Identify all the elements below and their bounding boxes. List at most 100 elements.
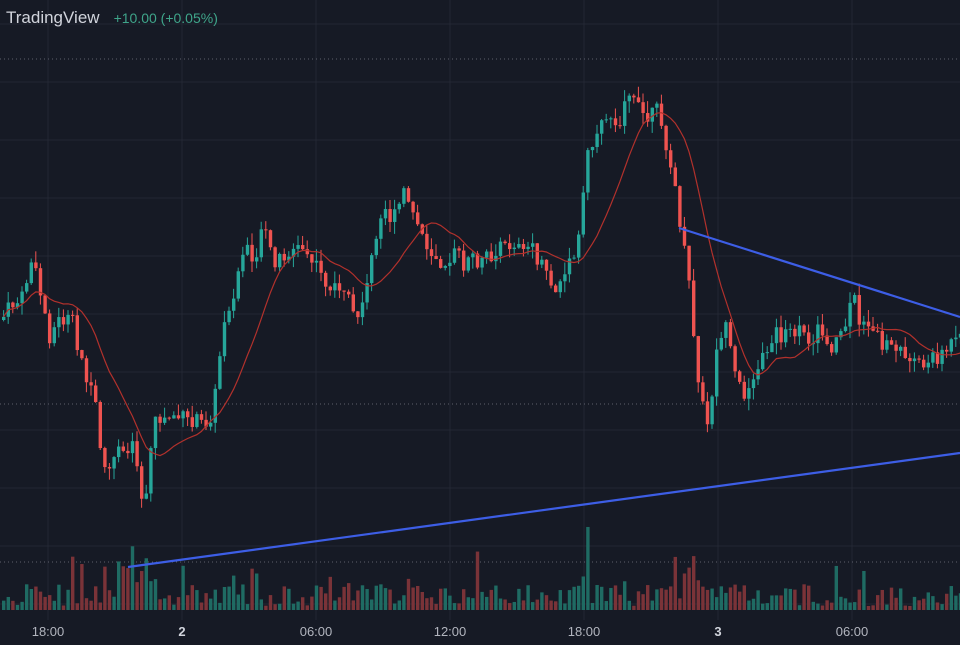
candle-body[interactable]	[29, 262, 33, 284]
candle-body[interactable]	[429, 249, 434, 257]
candle-body[interactable]	[894, 344, 898, 351]
candle-body[interactable]	[655, 103, 659, 108]
candle-body[interactable]	[540, 259, 544, 265]
candle-body[interactable]	[636, 97, 641, 103]
candle-body[interactable]	[71, 314, 75, 316]
candle-body[interactable]	[66, 314, 70, 325]
candle-body[interactable]	[577, 234, 581, 258]
candle-body[interactable]	[149, 448, 153, 494]
candle-body[interactable]	[250, 244, 254, 262]
candle-body[interactable]	[949, 339, 953, 352]
candle-body[interactable]	[903, 346, 907, 358]
candle-body[interactable]	[259, 229, 263, 258]
candle-body[interactable]	[245, 244, 250, 255]
candle-body[interactable]	[853, 295, 857, 303]
candle-body[interactable]	[572, 257, 576, 259]
candle-body[interactable]	[820, 324, 825, 336]
candle-body[interactable]	[314, 260, 319, 263]
candle-body[interactable]	[379, 218, 383, 239]
candle-body[interactable]	[807, 332, 811, 344]
candle-body[interactable]	[623, 101, 627, 126]
candle-body[interactable]	[117, 446, 121, 458]
candle-body[interactable]	[719, 337, 723, 350]
candle-body[interactable]	[356, 311, 360, 318]
candle-body[interactable]	[282, 253, 286, 261]
candle-body[interactable]	[521, 244, 526, 249]
candle-body[interactable]	[935, 352, 940, 364]
candle-body[interactable]	[84, 358, 89, 383]
candle-body[interactable]	[761, 352, 765, 370]
candle-body[interactable]	[333, 283, 337, 291]
candle-body[interactable]	[172, 415, 176, 419]
candle-body[interactable]	[181, 411, 185, 419]
candle-body[interactable]	[383, 209, 388, 219]
trendline-upper[interactable]	[678, 226, 960, 319]
candle-body[interactable]	[11, 302, 15, 308]
candle-body[interactable]	[80, 350, 84, 359]
candle-body[interactable]	[866, 321, 871, 327]
candle-body[interactable]	[728, 322, 733, 347]
candle-body[interactable]	[199, 414, 204, 420]
candle-body[interactable]	[310, 254, 314, 263]
candle-body[interactable]	[107, 467, 112, 469]
candle-body[interactable]	[931, 352, 935, 363]
candle-body[interactable]	[222, 322, 227, 357]
candle-body[interactable]	[535, 243, 539, 265]
candle-body[interactable]	[567, 258, 572, 275]
candle-body[interactable]	[176, 415, 181, 419]
candle-body[interactable]	[581, 192, 585, 235]
candle-body[interactable]	[494, 255, 498, 262]
candle-body[interactable]	[38, 268, 43, 296]
candle-body[interactable]	[627, 95, 631, 102]
candle-body[interactable]	[779, 327, 783, 343]
candle-body[interactable]	[121, 446, 125, 451]
candle-body[interactable]	[848, 302, 852, 327]
candle-body[interactable]	[406, 188, 411, 202]
candle-body[interactable]	[604, 119, 608, 121]
candle-body[interactable]	[186, 411, 190, 418]
candle-body[interactable]	[360, 302, 365, 318]
candle-body[interactable]	[480, 257, 484, 268]
candle-body[interactable]	[351, 294, 355, 312]
candle-body[interactable]	[365, 283, 369, 303]
candle-body[interactable]	[20, 291, 24, 304]
candle-body[interactable]	[926, 362, 930, 368]
candle-body[interactable]	[797, 325, 802, 337]
candle-body[interactable]	[462, 250, 466, 271]
candle-body[interactable]	[673, 167, 677, 187]
candle-body[interactable]	[190, 417, 194, 427]
candle-body[interactable]	[218, 356, 222, 389]
candle-body[interactable]	[641, 102, 645, 114]
candle-body[interactable]	[503, 241, 507, 244]
candle-body[interactable]	[646, 113, 650, 122]
candle-body[interactable]	[2, 316, 6, 320]
candle-body[interactable]	[485, 251, 489, 258]
candle-body[interactable]	[236, 271, 240, 299]
candle-body[interactable]	[475, 253, 480, 268]
candle-body[interactable]	[232, 298, 236, 311]
candle-body[interactable]	[75, 315, 79, 351]
candle-body[interactable]	[374, 238, 378, 256]
candle-body[interactable]	[112, 457, 116, 469]
candle-body[interactable]	[544, 259, 549, 271]
candle-body[interactable]	[204, 419, 208, 427]
candle-body[interactable]	[94, 385, 98, 403]
candle-body[interactable]	[595, 133, 599, 148]
candle-body[interactable]	[632, 95, 636, 98]
candle-body[interactable]	[512, 247, 516, 250]
candle-body[interactable]	[682, 226, 687, 246]
candle-body[interactable]	[52, 327, 56, 344]
candle-body[interactable]	[305, 249, 309, 255]
candle-body[interactable]	[558, 281, 562, 293]
candle-body[interactable]	[834, 337, 838, 353]
candle-body[interactable]	[337, 283, 342, 291]
candle-body[interactable]	[751, 379, 756, 389]
candle-body[interactable]	[526, 246, 530, 249]
candle-body[interactable]	[278, 253, 282, 268]
candle-body[interactable]	[705, 401, 710, 425]
candle-body[interactable]	[839, 331, 843, 338]
candle-body[interactable]	[618, 125, 622, 127]
candle-body[interactable]	[613, 118, 618, 126]
candles[interactable]	[2, 86, 960, 508]
